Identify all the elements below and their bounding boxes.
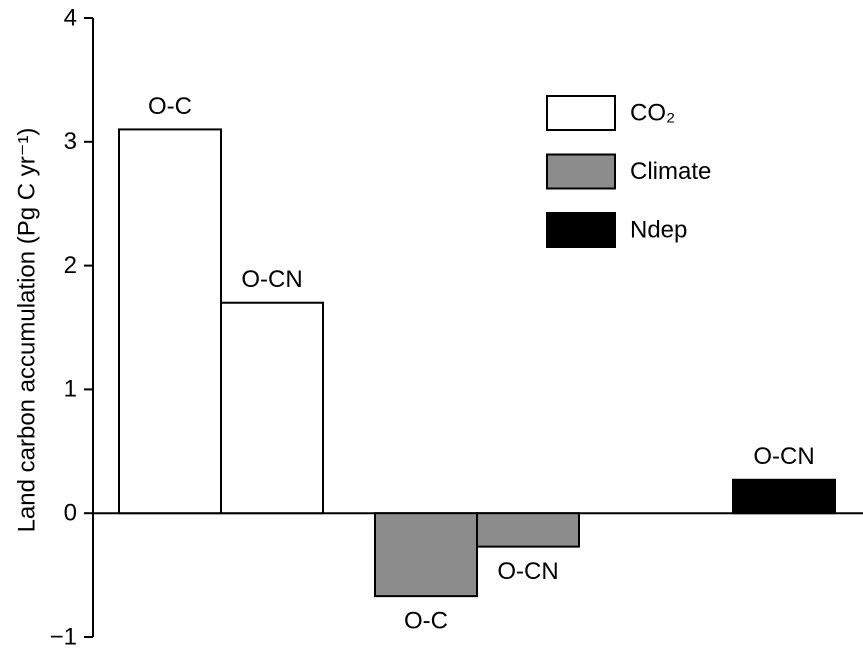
bar-label: O-CN xyxy=(753,443,814,470)
legend-label: CO₂ xyxy=(630,99,675,126)
bar xyxy=(374,512,478,598)
legend-swatch xyxy=(546,95,616,131)
y-tick-label: −1 xyxy=(50,623,77,650)
y-tick-label: 1 xyxy=(64,376,77,403)
bar xyxy=(476,512,580,548)
bar-label: O-CN xyxy=(497,558,558,585)
y-tick-label: 4 xyxy=(64,4,77,31)
y-axis-label: Land carbon accumulation (Pg C yr⁻¹) xyxy=(13,128,40,533)
legend-swatch xyxy=(546,153,616,190)
bar-label: O-C xyxy=(148,93,192,120)
legend-label: Ndep xyxy=(630,216,687,243)
bar xyxy=(220,301,324,515)
legend-swatch xyxy=(546,212,616,248)
y-tick-label: 2 xyxy=(64,252,77,279)
y-tick-label: 0 xyxy=(64,500,77,527)
bar-label: O-CN xyxy=(241,266,302,293)
legend-label: Climate xyxy=(630,158,711,185)
bar xyxy=(732,478,836,515)
bar-label: O-C xyxy=(404,607,448,634)
bar xyxy=(118,128,222,515)
y-tick-label: 3 xyxy=(64,128,77,155)
